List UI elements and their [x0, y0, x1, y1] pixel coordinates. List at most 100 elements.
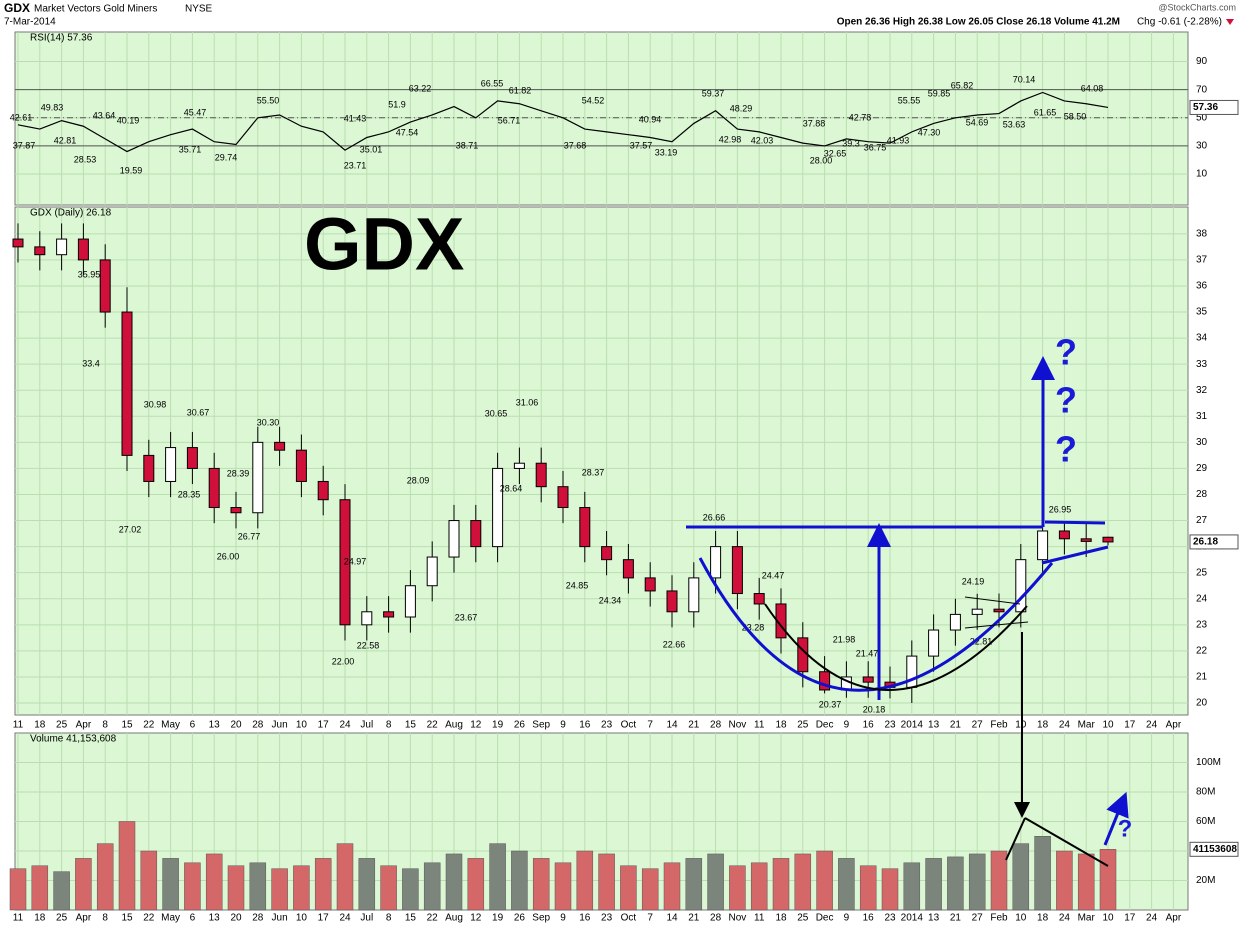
- candle-body: [622, 559, 634, 579]
- x-tick-label: 12: [470, 720, 482, 731]
- volume-bar: [445, 853, 463, 911]
- x-tick-label: 7: [647, 913, 653, 924]
- question: ?: [1118, 815, 1133, 842]
- volume-bar: [358, 858, 376, 911]
- y-tick-label: 50: [1196, 112, 1208, 123]
- x-tick-label: 20: [230, 720, 242, 731]
- rsi-annotation: 37.87: [13, 140, 36, 150]
- volume-bar: [75, 858, 92, 911]
- volume-bar: [184, 862, 201, 911]
- flag-high: [1044, 520, 1106, 525]
- volume-bar: [947, 856, 964, 911]
- price-annotation: 26.00: [217, 551, 240, 561]
- rsi-annotation: 28.53: [74, 154, 97, 164]
- x-tick-label: 13: [209, 913, 221, 924]
- x-tick-label: 22: [143, 720, 155, 731]
- x-tick-label: Apr: [76, 720, 92, 731]
- x-tick-label: 27: [972, 913, 984, 924]
- y-tick-label: 25: [1196, 567, 1208, 578]
- candle-body: [317, 480, 329, 501]
- y-tick-label: 36: [1196, 281, 1208, 292]
- candle-body: [535, 462, 547, 488]
- rsi-annotation: 48.29: [730, 103, 753, 113]
- x-tick-label: 16: [863, 720, 875, 731]
- x-tick-label: 23: [884, 913, 896, 924]
- candle-body: [492, 467, 504, 548]
- rsi-annotation: 53.63: [1003, 119, 1026, 129]
- volume-bar: [314, 858, 332, 911]
- x-tick-label: 10: [1102, 720, 1114, 731]
- candle-body: [339, 499, 351, 626]
- x-tick-label: Dec: [816, 720, 834, 731]
- rsi-annotation: 66.55: [481, 78, 504, 88]
- candle-body: [99, 259, 111, 313]
- rsi-annotation: 61.65: [1034, 107, 1057, 117]
- price-annotation: 35.95: [78, 269, 101, 279]
- volume-bar: [467, 858, 485, 911]
- price-annotation: 22.66: [663, 639, 686, 649]
- flag-low: [1041, 545, 1109, 565]
- volume-bar: [293, 865, 310, 911]
- rsi-line: [17, 91, 1109, 153]
- candle-body: [470, 520, 482, 548]
- x-tick-label: 28: [252, 913, 264, 924]
- last-value-label: 57.36: [1193, 102, 1218, 113]
- volume-bar: [205, 853, 223, 911]
- candle-body: [12, 238, 24, 248]
- volume-bar: [598, 853, 615, 911]
- candle-body: [448, 520, 460, 558]
- x-tick-label: 26: [514, 720, 526, 731]
- x-tick-label: 24: [1146, 720, 1158, 731]
- price-annotation: 24.19: [962, 576, 985, 586]
- x-tick-label: 28: [252, 720, 264, 731]
- candle-body: [56, 238, 68, 256]
- question: ?: [1055, 380, 1077, 421]
- volume-bar: [794, 853, 812, 911]
- volume-bar: [620, 865, 637, 911]
- volume-bar: [1034, 836, 1051, 911]
- panel: [14, 31, 1189, 206]
- volume-bar: [96, 843, 114, 911]
- x-tick-label: 10: [296, 720, 308, 731]
- x-tick-label: 8: [386, 913, 392, 924]
- y-tick-label: 80M: [1196, 787, 1215, 798]
- x-tick-label: Jul: [360, 913, 373, 924]
- rsi-annotation: 41.43: [344, 113, 367, 123]
- x-tick-label: 15: [121, 720, 133, 731]
- x-tick-label: Dec: [816, 913, 834, 924]
- wedge-bottom: [964, 621, 1029, 629]
- x-tick-label: 16: [863, 913, 875, 924]
- volume-bar: [729, 865, 746, 911]
- volume-bar: [336, 843, 354, 911]
- x-tick-label: 12: [470, 913, 482, 924]
- candle-body: [688, 577, 700, 613]
- rsi-annotation: 37.68: [564, 140, 587, 150]
- y-tick-label: 90: [1196, 56, 1208, 67]
- candle-body: [1080, 538, 1092, 542]
- volume-bar: [968, 853, 986, 911]
- rsi-annotation: 43.64: [93, 110, 116, 120]
- y-tick-label: 37: [1196, 255, 1208, 266]
- volume-bar: [707, 853, 724, 911]
- volume-bar: [816, 850, 833, 911]
- x-tick-label: 23: [601, 913, 613, 924]
- volume-bar: [663, 862, 681, 911]
- rsi-annotation: 29.74: [215, 152, 238, 162]
- x-tick-label: Jul: [360, 720, 373, 731]
- volume-bar: [489, 843, 506, 911]
- volume-bar: [53, 871, 70, 911]
- x-tick-label: 15: [121, 913, 133, 924]
- x-tick-label: 6: [190, 720, 196, 731]
- rsi-annotation: 28.00: [810, 155, 833, 165]
- price-annotation: 23.67: [455, 612, 478, 622]
- rsi-annotation: 55.55: [898, 95, 921, 105]
- rsi-annotation: 38.71: [456, 140, 479, 150]
- candle-body: [165, 447, 177, 482]
- x-tick-label: Oct: [621, 913, 637, 924]
- x-tick-label: Apr: [76, 913, 92, 924]
- x-tick-label: 17: [318, 720, 330, 731]
- price-annotation: 26.66: [703, 512, 726, 522]
- price-annotation: 30.98: [144, 399, 167, 409]
- x-tick-label: 23: [601, 720, 613, 731]
- candle-body: [252, 441, 264, 514]
